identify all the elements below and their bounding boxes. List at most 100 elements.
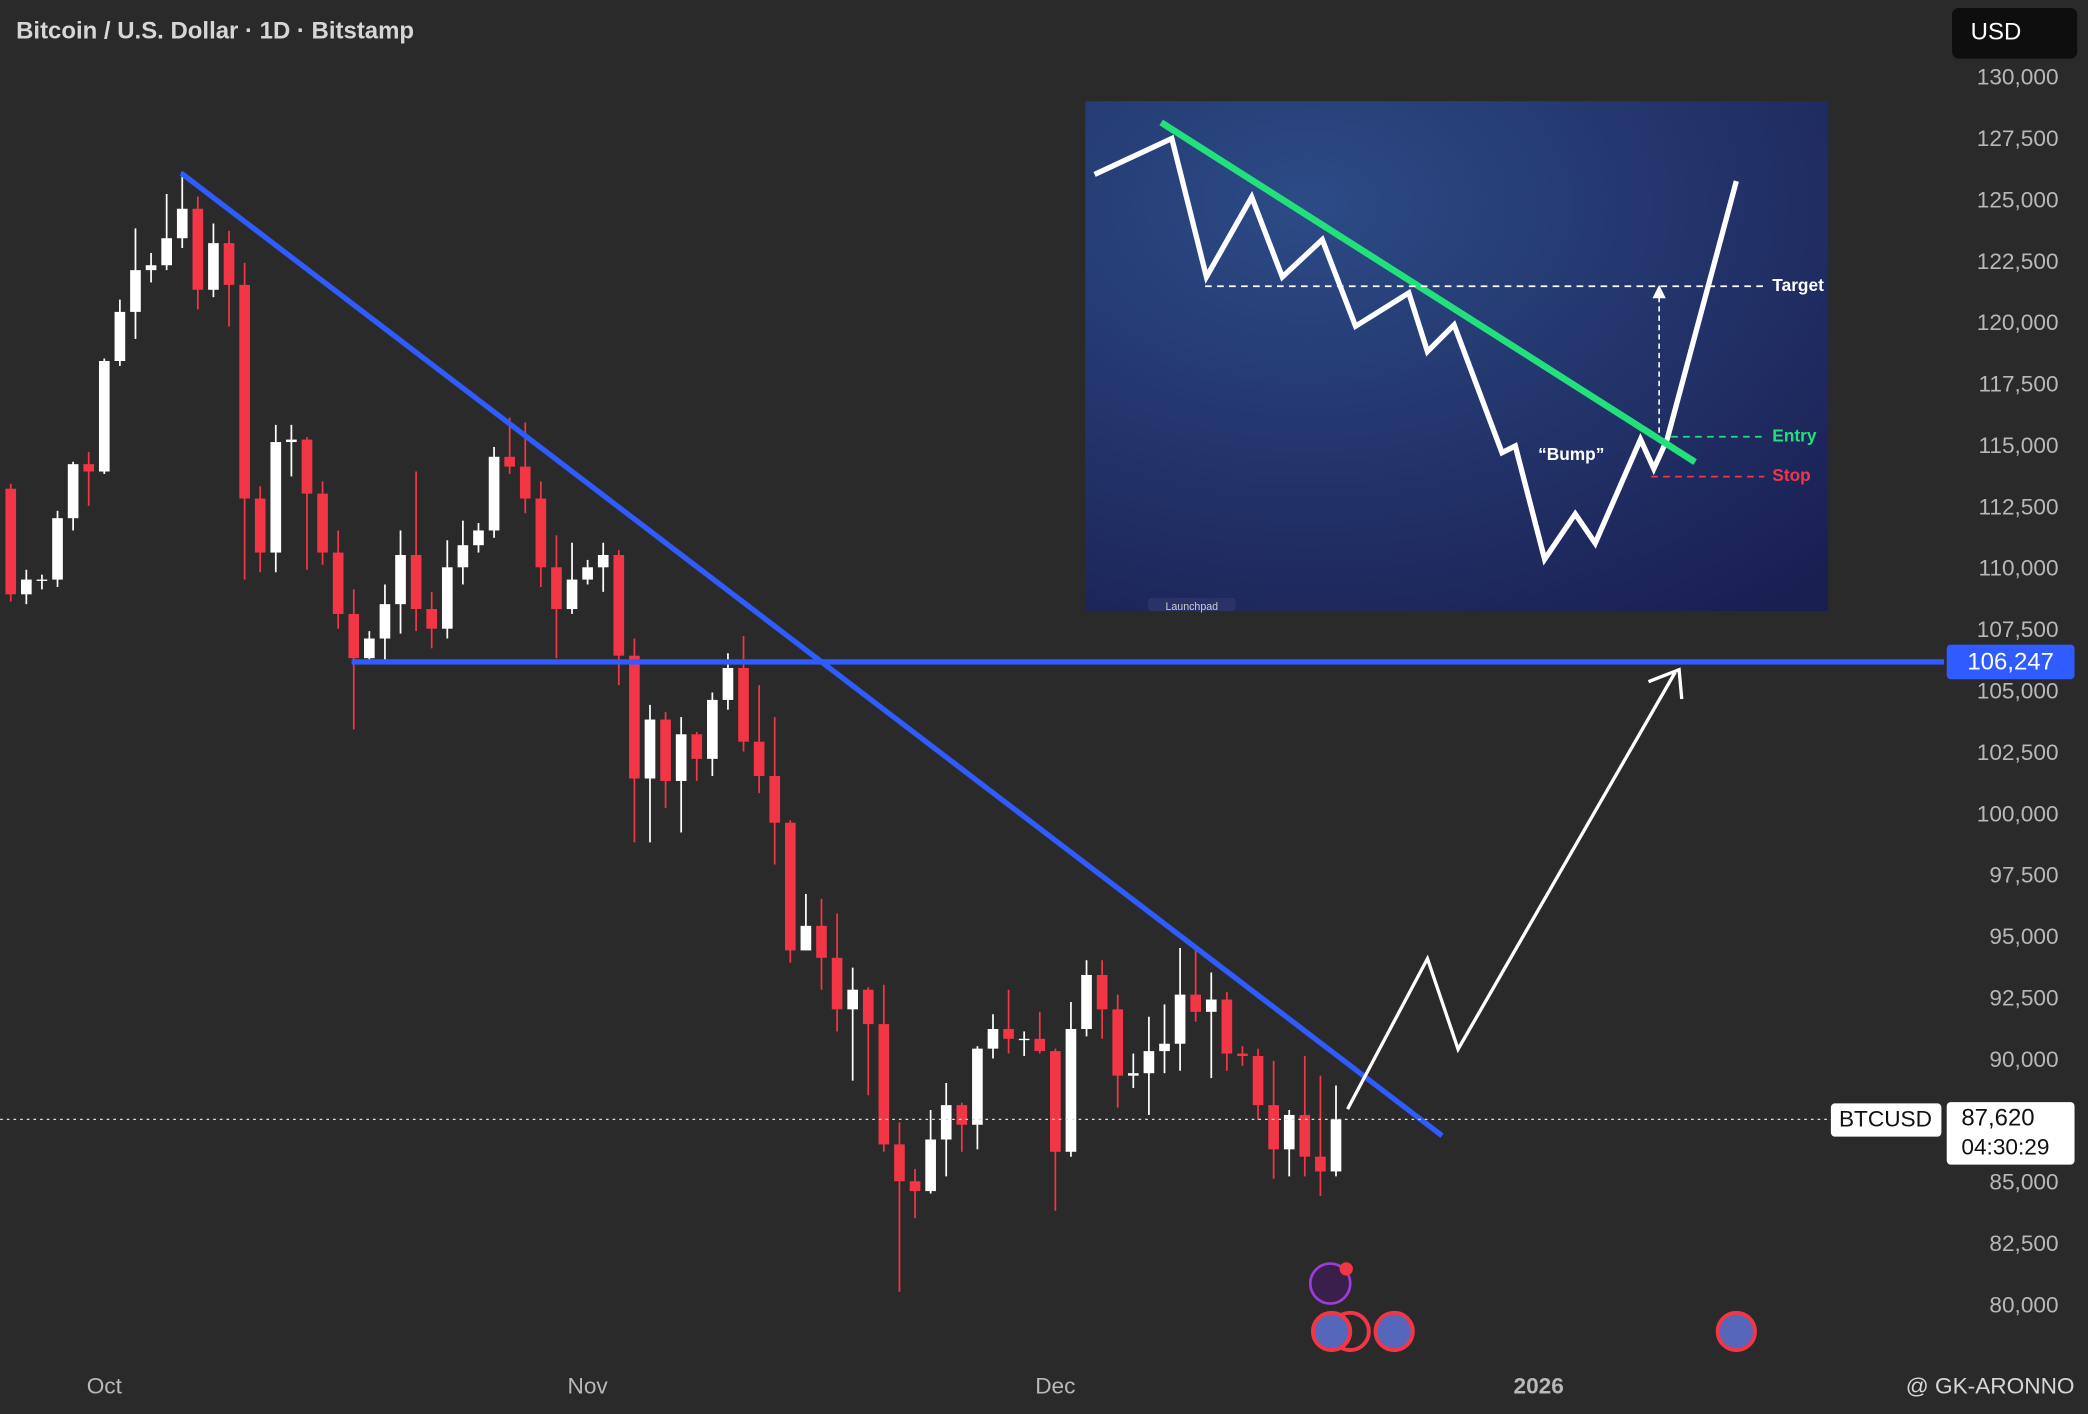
candle-body xyxy=(894,1144,905,1182)
candle-body xyxy=(1003,1028,1014,1039)
candle-body xyxy=(301,439,313,494)
y-tick-label: 90,000 xyxy=(1989,1047,2058,1072)
candle-body xyxy=(1237,1053,1248,1057)
candles xyxy=(5,171,1342,1292)
y-tick-label: 97,500 xyxy=(1989,863,2058,888)
candle-body xyxy=(800,925,812,951)
candle-body xyxy=(473,530,484,546)
candle-body xyxy=(1330,1119,1342,1172)
candle-body xyxy=(1050,1051,1061,1152)
watermark: @ GK-ARONNO xyxy=(1906,1373,2075,1398)
candle-body xyxy=(239,284,250,499)
candle-body xyxy=(36,579,48,581)
y-tick-label: 102,500 xyxy=(1977,740,2059,765)
candle-body xyxy=(878,1024,890,1145)
candle-body xyxy=(1065,1028,1077,1152)
y-tick-label: 110,000 xyxy=(1978,556,2058,581)
candle-body xyxy=(254,498,266,553)
candle-body xyxy=(1112,1009,1124,1076)
candle-body xyxy=(1252,1056,1264,1106)
candle-body xyxy=(1315,1156,1326,1172)
candle-body xyxy=(52,518,63,580)
candle-body xyxy=(862,989,874,1025)
candle-body xyxy=(629,655,640,779)
countdown-label: 04:30:29 xyxy=(1961,1135,2049,1160)
candle-body xyxy=(519,466,531,499)
projection-arrow xyxy=(1346,671,1677,1110)
candle-body xyxy=(1159,1043,1170,1052)
x-tick-label: 2026 xyxy=(1514,1373,1564,1398)
candle-body xyxy=(1018,1038,1030,1041)
y-tick-label: 122,500 xyxy=(1977,249,2059,274)
support-price-box xyxy=(1946,644,2075,680)
candle-body xyxy=(161,238,172,266)
entry-label: Entry xyxy=(1772,425,1817,445)
candle-body xyxy=(1127,1073,1139,1076)
candle-body xyxy=(769,776,781,823)
candle-body xyxy=(114,311,126,362)
stop-label: Stop xyxy=(1772,465,1810,485)
candle-body xyxy=(379,604,391,639)
y-tick-label: 127,500 xyxy=(1977,126,2059,151)
candle-body xyxy=(1283,1114,1295,1150)
y-tick-label: 120,000 xyxy=(1977,310,2059,335)
candle-body xyxy=(130,270,141,312)
y-tick-label: 85,000 xyxy=(1989,1170,2058,1195)
downtrend-line xyxy=(179,170,1444,1138)
candle-body xyxy=(1221,999,1233,1054)
y-tick-label: 115,000 xyxy=(1978,433,2058,458)
y-tick-label: 107,500 xyxy=(1977,617,2059,642)
candle-body xyxy=(83,464,95,472)
target-label: Target xyxy=(1772,275,1824,295)
inset: Target Entry Stop “Bump” Launchpad xyxy=(1085,101,1829,613)
event-icons xyxy=(1308,1262,1757,1353)
last-price-label: 87,620 xyxy=(1961,1105,2034,1132)
symbol-box xyxy=(1830,1103,1942,1137)
event-icon xyxy=(1308,1262,1352,1305)
badge xyxy=(1147,597,1236,612)
currency-label[interactable]: USD xyxy=(1971,19,2022,46)
flag-icon xyxy=(1715,1310,1757,1353)
y-tick-label: 117,500 xyxy=(1978,372,2058,397)
pattern-line xyxy=(1093,134,1739,566)
candle-body xyxy=(426,609,438,629)
candle-body xyxy=(535,498,547,568)
candle-body xyxy=(223,243,235,285)
candle-body xyxy=(21,579,32,595)
y-tick-label: 95,000 xyxy=(1989,924,2058,949)
candle-body xyxy=(644,719,656,779)
candle-body xyxy=(551,567,562,610)
arrow-head xyxy=(1652,284,1666,299)
candle-body xyxy=(364,638,375,659)
flag-icon xyxy=(1310,1310,1353,1353)
candle-body xyxy=(1081,974,1092,1029)
y-tick-label: 100,000 xyxy=(1977,801,2059,826)
y-tick-label: 82,500 xyxy=(1989,1231,2058,1256)
candle-body xyxy=(738,667,749,742)
candle-body xyxy=(940,1105,952,1140)
candle-body xyxy=(566,579,578,610)
candle-body xyxy=(1268,1105,1279,1150)
candle-body xyxy=(504,456,515,467)
candle-body xyxy=(707,699,718,759)
support-price-label: 106,247 xyxy=(1967,649,2054,676)
y-tick-label: 80,000 xyxy=(1989,1292,2058,1317)
y-tick-label: 130,000 xyxy=(1977,65,2059,90)
chart-title: Bitcoin / U.S. Dollar · 1D · Bitstamp xyxy=(16,17,414,44)
x-tick-label: Dec xyxy=(1035,1373,1075,1398)
candle-body xyxy=(784,822,796,951)
last-price-box xyxy=(1946,1102,2075,1165)
candle-body xyxy=(1205,999,1217,1012)
candle-body xyxy=(675,734,687,781)
candle-body xyxy=(831,957,843,1010)
candle-body xyxy=(348,613,360,659)
candle-body xyxy=(208,243,219,290)
candle-body xyxy=(816,925,827,958)
candle-body xyxy=(925,1139,936,1192)
currency-button[interactable] xyxy=(1952,7,2078,59)
candle-body xyxy=(613,555,625,656)
badge-label: Launchpad xyxy=(1165,601,1218,613)
candle-body xyxy=(1143,1051,1155,1074)
